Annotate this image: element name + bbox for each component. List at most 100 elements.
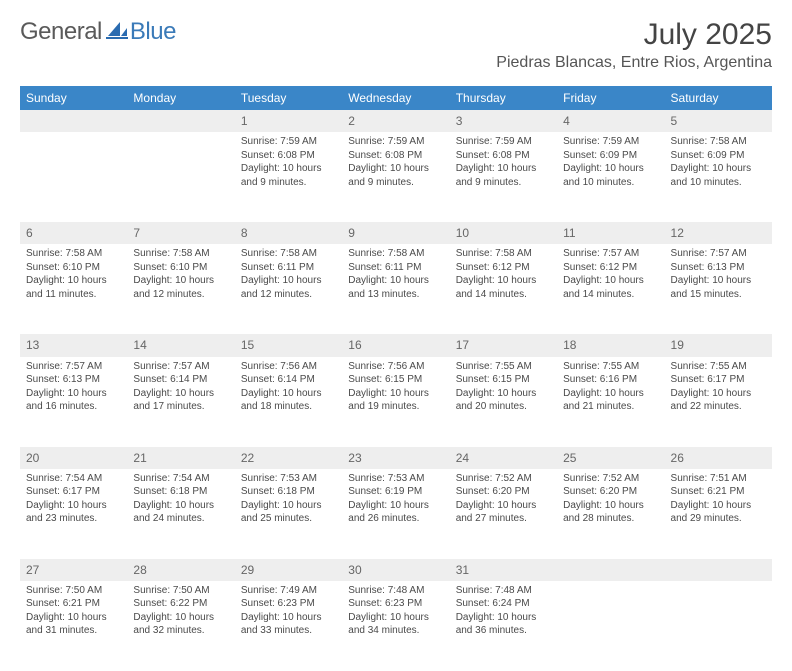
day-number-cell: 25 xyxy=(557,447,664,469)
weekday-header: Sunday xyxy=(20,86,127,110)
day-content: Sunrise: 7:52 AMSunset: 6:20 PMDaylight:… xyxy=(450,469,557,532)
day-content-cell: Sunrise: 7:58 AMSunset: 6:10 PMDaylight:… xyxy=(127,244,234,334)
day-content-cell: Sunrise: 7:55 AMSunset: 6:15 PMDaylight:… xyxy=(450,357,557,447)
day-number-cell: 14 xyxy=(127,334,234,356)
day-content-cell xyxy=(20,132,127,222)
calendar-table: SundayMondayTuesdayWednesdayThursdayFrid… xyxy=(20,86,772,671)
day-content: Sunrise: 7:59 AMSunset: 6:08 PMDaylight:… xyxy=(450,132,557,195)
day-content: Sunrise: 7:59 AMSunset: 6:09 PMDaylight:… xyxy=(557,132,664,195)
day-content-cell: Sunrise: 7:52 AMSunset: 6:20 PMDaylight:… xyxy=(557,469,664,559)
day-number-cell xyxy=(20,110,127,132)
day-number-cell: 3 xyxy=(450,110,557,132)
day-number-cell: 1 xyxy=(235,110,342,132)
calendar-body: 12345Sunrise: 7:59 AMSunset: 6:08 PMDayl… xyxy=(20,110,772,671)
day-number-cell: 2 xyxy=(342,110,449,132)
day-content: Sunrise: 7:56 AMSunset: 6:15 PMDaylight:… xyxy=(342,357,449,420)
weekday-header: Thursday xyxy=(450,86,557,110)
header: General Blue July 2025 Piedras Blancas, … xyxy=(20,18,772,72)
day-content: Sunrise: 7:58 AMSunset: 6:10 PMDaylight:… xyxy=(20,244,127,307)
day-content-cell: Sunrise: 7:58 AMSunset: 6:09 PMDaylight:… xyxy=(665,132,772,222)
day-number-row: 6789101112 xyxy=(20,222,772,244)
day-content-row: Sunrise: 7:59 AMSunset: 6:08 PMDaylight:… xyxy=(20,132,772,222)
day-number-cell: 17 xyxy=(450,334,557,356)
day-content: Sunrise: 7:58 AMSunset: 6:11 PMDaylight:… xyxy=(235,244,342,307)
day-content-cell: Sunrise: 7:58 AMSunset: 6:10 PMDaylight:… xyxy=(20,244,127,334)
weekday-header: Tuesday xyxy=(235,86,342,110)
day-content-cell: Sunrise: 7:50 AMSunset: 6:22 PMDaylight:… xyxy=(127,581,234,671)
day-content-cell: Sunrise: 7:57 AMSunset: 6:13 PMDaylight:… xyxy=(665,244,772,334)
day-content: Sunrise: 7:50 AMSunset: 6:21 PMDaylight:… xyxy=(20,581,127,644)
day-content: Sunrise: 7:58 AMSunset: 6:12 PMDaylight:… xyxy=(450,244,557,307)
weekday-header-row: SundayMondayTuesdayWednesdayThursdayFrid… xyxy=(20,86,772,110)
logo-text-blue: Blue xyxy=(130,18,176,46)
day-number-cell: 12 xyxy=(665,222,772,244)
day-content: Sunrise: 7:57 AMSunset: 6:13 PMDaylight:… xyxy=(665,244,772,307)
day-content-row: Sunrise: 7:58 AMSunset: 6:10 PMDaylight:… xyxy=(20,244,772,334)
day-content-cell: Sunrise: 7:55 AMSunset: 6:16 PMDaylight:… xyxy=(557,357,664,447)
day-content-cell xyxy=(127,132,234,222)
day-content-cell: Sunrise: 7:59 AMSunset: 6:08 PMDaylight:… xyxy=(342,132,449,222)
day-content: Sunrise: 7:59 AMSunset: 6:08 PMDaylight:… xyxy=(235,132,342,195)
day-content: Sunrise: 7:58 AMSunset: 6:10 PMDaylight:… xyxy=(127,244,234,307)
day-number-row: 20212223242526 xyxy=(20,447,772,469)
day-content: Sunrise: 7:57 AMSunset: 6:14 PMDaylight:… xyxy=(127,357,234,420)
day-number-cell: 16 xyxy=(342,334,449,356)
day-content-cell: Sunrise: 7:53 AMSunset: 6:18 PMDaylight:… xyxy=(235,469,342,559)
day-content-row: Sunrise: 7:57 AMSunset: 6:13 PMDaylight:… xyxy=(20,357,772,447)
day-content-cell: Sunrise: 7:52 AMSunset: 6:20 PMDaylight:… xyxy=(450,469,557,559)
day-number-cell: 29 xyxy=(235,559,342,581)
day-content: Sunrise: 7:48 AMSunset: 6:24 PMDaylight:… xyxy=(450,581,557,644)
day-content-cell: Sunrise: 7:59 AMSunset: 6:08 PMDaylight:… xyxy=(235,132,342,222)
day-number-cell: 13 xyxy=(20,334,127,356)
day-number-cell: 9 xyxy=(342,222,449,244)
day-number-cell: 19 xyxy=(665,334,772,356)
day-content-cell: Sunrise: 7:51 AMSunset: 6:21 PMDaylight:… xyxy=(665,469,772,559)
day-content-cell: Sunrise: 7:55 AMSunset: 6:17 PMDaylight:… xyxy=(665,357,772,447)
day-content: Sunrise: 7:57 AMSunset: 6:13 PMDaylight:… xyxy=(20,357,127,420)
day-number-cell xyxy=(557,559,664,581)
day-number-cell: 11 xyxy=(557,222,664,244)
day-number-cell: 5 xyxy=(665,110,772,132)
day-number-row: 12345 xyxy=(20,110,772,132)
day-number-row: 2728293031 xyxy=(20,559,772,581)
logo: General Blue xyxy=(20,18,176,46)
day-content-cell: Sunrise: 7:59 AMSunset: 6:08 PMDaylight:… xyxy=(450,132,557,222)
day-content: Sunrise: 7:52 AMSunset: 6:20 PMDaylight:… xyxy=(557,469,664,532)
day-content: Sunrise: 7:55 AMSunset: 6:15 PMDaylight:… xyxy=(450,357,557,420)
day-number-cell: 30 xyxy=(342,559,449,581)
day-number-cell: 7 xyxy=(127,222,234,244)
day-number-cell: 23 xyxy=(342,447,449,469)
day-number-cell: 4 xyxy=(557,110,664,132)
weekday-header: Wednesday xyxy=(342,86,449,110)
day-content: Sunrise: 7:48 AMSunset: 6:23 PMDaylight:… xyxy=(342,581,449,644)
day-content: Sunrise: 7:51 AMSunset: 6:21 PMDaylight:… xyxy=(665,469,772,532)
day-content-cell: Sunrise: 7:57 AMSunset: 6:14 PMDaylight:… xyxy=(127,357,234,447)
day-content: Sunrise: 7:53 AMSunset: 6:18 PMDaylight:… xyxy=(235,469,342,532)
day-content-cell: Sunrise: 7:58 AMSunset: 6:11 PMDaylight:… xyxy=(342,244,449,334)
day-content: Sunrise: 7:58 AMSunset: 6:09 PMDaylight:… xyxy=(665,132,772,195)
day-content-row: Sunrise: 7:50 AMSunset: 6:21 PMDaylight:… xyxy=(20,581,772,671)
day-number-cell: 8 xyxy=(235,222,342,244)
day-number-cell: 21 xyxy=(127,447,234,469)
day-content: Sunrise: 7:55 AMSunset: 6:17 PMDaylight:… xyxy=(665,357,772,420)
day-content-cell: Sunrise: 7:56 AMSunset: 6:14 PMDaylight:… xyxy=(235,357,342,447)
day-number-row: 13141516171819 xyxy=(20,334,772,356)
day-content: Sunrise: 7:54 AMSunset: 6:17 PMDaylight:… xyxy=(20,469,127,532)
day-content-cell: Sunrise: 7:48 AMSunset: 6:23 PMDaylight:… xyxy=(342,581,449,671)
title-block: July 2025 Piedras Blancas, Entre Rios, A… xyxy=(496,18,772,72)
day-content-cell: Sunrise: 7:59 AMSunset: 6:09 PMDaylight:… xyxy=(557,132,664,222)
day-content: Sunrise: 7:56 AMSunset: 6:14 PMDaylight:… xyxy=(235,357,342,420)
day-content-cell: Sunrise: 7:58 AMSunset: 6:12 PMDaylight:… xyxy=(450,244,557,334)
weekday-header: Friday xyxy=(557,86,664,110)
day-number-cell xyxy=(127,110,234,132)
day-content-cell: Sunrise: 7:58 AMSunset: 6:11 PMDaylight:… xyxy=(235,244,342,334)
day-content: Sunrise: 7:58 AMSunset: 6:11 PMDaylight:… xyxy=(342,244,449,307)
day-content: Sunrise: 7:50 AMSunset: 6:22 PMDaylight:… xyxy=(127,581,234,644)
day-content-cell xyxy=(557,581,664,671)
logo-sail-icon xyxy=(106,20,128,45)
day-number-cell xyxy=(665,559,772,581)
day-content-cell: Sunrise: 7:57 AMSunset: 6:12 PMDaylight:… xyxy=(557,244,664,334)
day-number-cell: 20 xyxy=(20,447,127,469)
day-content: Sunrise: 7:54 AMSunset: 6:18 PMDaylight:… xyxy=(127,469,234,532)
day-content-cell: Sunrise: 7:57 AMSunset: 6:13 PMDaylight:… xyxy=(20,357,127,447)
